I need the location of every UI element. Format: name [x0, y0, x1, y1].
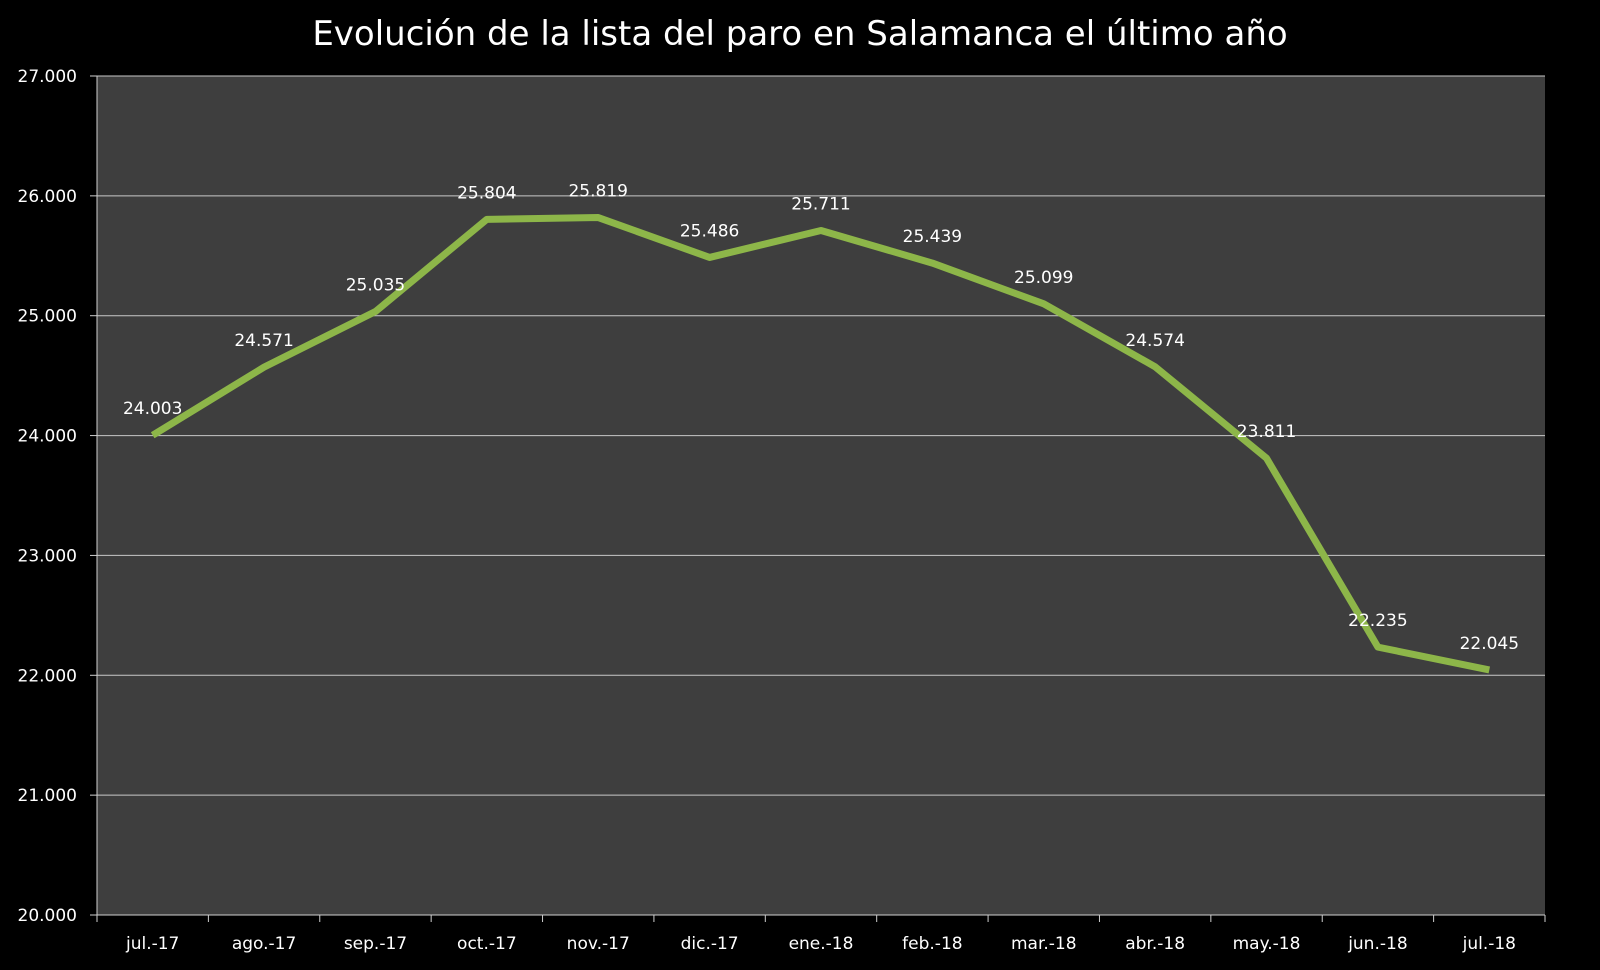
data-label: 22.045	[1460, 634, 1519, 654]
x-tick-label: mar.-18	[1011, 934, 1077, 954]
y-tick-label: 26.000	[18, 187, 77, 207]
data-label: 25.711	[791, 194, 850, 214]
y-tick-label: 21.000	[18, 786, 77, 806]
x-tick-label: ago.-17	[232, 934, 296, 954]
data-label: 22.235	[1348, 611, 1407, 631]
data-label: 25.804	[457, 183, 516, 203]
x-tick-label: jul.-17	[125, 934, 179, 954]
x-tick-label: feb.-18	[902, 934, 962, 954]
y-tick-label: 25.000	[18, 307, 77, 327]
data-label: 24.571	[234, 331, 293, 351]
x-tick-label: ene.-18	[789, 934, 854, 954]
x-tick-label: sep.-17	[344, 934, 407, 954]
y-tick-label: 20.000	[18, 906, 77, 926]
data-label: 25.819	[568, 182, 627, 202]
plot-area	[97, 76, 1545, 915]
data-label: 25.439	[903, 227, 962, 247]
y-tick-label: 23.000	[18, 546, 77, 566]
x-tick-label: jun.-18	[1347, 934, 1407, 954]
y-tick-label: 24.000	[18, 427, 77, 447]
y-tick-label: 27.000	[18, 67, 77, 87]
data-label: 24.003	[123, 399, 182, 419]
x-tick-label: oct.-17	[457, 934, 517, 954]
x-tick-label: abr.-18	[1125, 934, 1185, 954]
data-label: 25.486	[680, 221, 739, 241]
data-label: 25.035	[346, 276, 405, 296]
x-tick-label: dic.-17	[681, 934, 739, 954]
y-tick-label: 22.000	[18, 666, 77, 686]
data-label: 23.811	[1237, 422, 1296, 442]
x-tick-label: jul.-18	[1462, 934, 1516, 954]
x-tick-label: may.-18	[1233, 934, 1301, 954]
data-label: 24.574	[1125, 331, 1184, 351]
x-tick-label: nov.-17	[567, 934, 630, 954]
data-label: 25.099	[1014, 268, 1073, 288]
chart-title: Evolución de la lista del paro en Salama…	[312, 14, 1288, 54]
